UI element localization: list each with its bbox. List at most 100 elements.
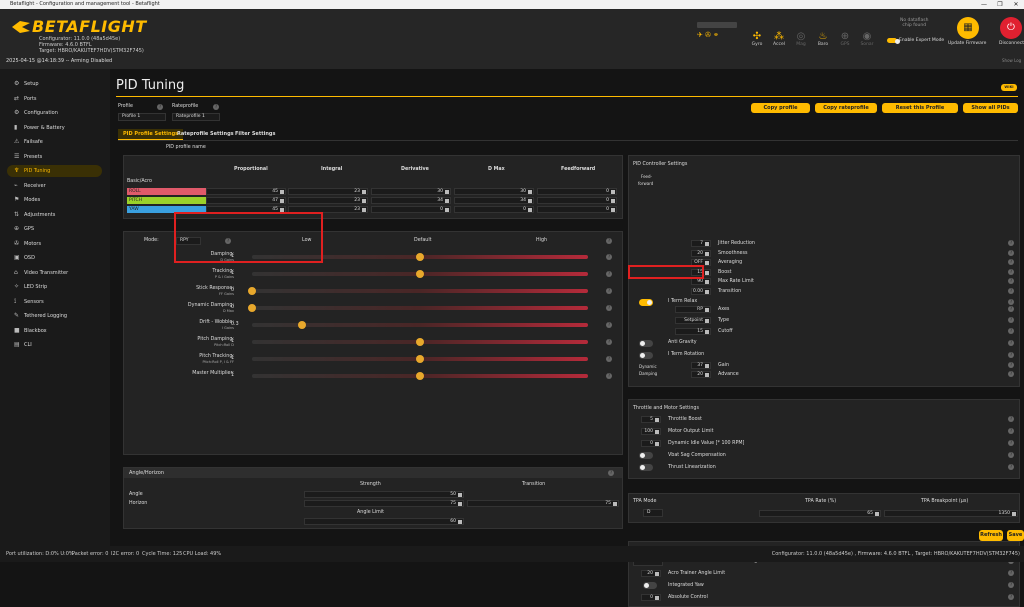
help-icon[interactable]: ? [1008, 299, 1014, 305]
sidebar-item-motors[interactable]: ✇ Motors [7, 238, 102, 250]
sidebar-item-adjustments[interactable]: ⇅ Adjustments [7, 209, 102, 221]
tpa-rate-input[interactable]: 65 [759, 510, 881, 517]
setting-input[interactable]: 0 [641, 440, 661, 447]
slider-track[interactable] [252, 323, 588, 327]
update-firmware-button[interactable]: ▦ [957, 17, 979, 39]
help-icon[interactable]: ? [1008, 306, 1014, 312]
slider-track[interactable] [252, 306, 588, 310]
help-icon[interactable]: ? [606, 271, 612, 277]
slider-knob[interactable] [416, 270, 424, 278]
help-icon[interactable]: ? [1008, 278, 1014, 284]
slider-knob[interactable] [298, 321, 307, 329]
show-all-pids-button[interactable]: Show all PIDs [963, 103, 1018, 113]
angle-limit-input[interactable]: 60 [304, 518, 464, 525]
slider-knob[interactable] [416, 338, 424, 346]
profile-select[interactable]: Profile 1 [118, 113, 166, 121]
pid-input-yaw-2[interactable]: 0 [371, 206, 451, 213]
sidebar-item-power-battery[interactable]: ▮ Power & Battery [7, 122, 102, 134]
help-icon[interactable]: ? [1008, 570, 1014, 576]
setting-input[interactable]: 5 [641, 416, 661, 423]
sidebar-item-sensors[interactable]: ⟟ Sensors [7, 296, 102, 308]
pid-input-pitch-1[interactable]: 23 [288, 197, 368, 204]
sidebar-item-gps[interactable]: ⊕ GPS [7, 223, 102, 235]
pid-input-yaw-1[interactable]: 23 [288, 206, 368, 213]
help-icon[interactable]: ? [1008, 249, 1014, 256]
sidebar-item-blackbox[interactable]: ■ Blackbox [7, 325, 102, 337]
sidebar-item-cli[interactable]: ▤ CLI [7, 339, 102, 351]
copy-rateprofile-button[interactable]: Copy rateprofile [815, 103, 877, 113]
help-icon[interactable]: ? [1008, 452, 1014, 458]
horizon-transition-input[interactable]: 75 [467, 500, 619, 507]
expert-mode-toggle[interactable] [887, 38, 900, 44]
save-button[interactable]: Save [1007, 530, 1024, 541]
pid-input-pitch-4[interactable]: 0 [537, 197, 617, 204]
setting-input[interactable]: 0 [641, 594, 661, 601]
pid-input-roll-0[interactable]: 45 [206, 188, 286, 195]
horizon-strength-input[interactable]: 75 [304, 500, 464, 507]
tab-rateprofile-settings[interactable]: Rateprofile Settings [177, 131, 234, 137]
help-icon[interactable]: ? [1008, 582, 1014, 588]
angle-strength-input[interactable]: 50 [304, 491, 464, 498]
slider-knob[interactable] [248, 304, 256, 312]
setting-input[interactable]: 90 [691, 278, 711, 285]
help-icon[interactable]: ? [1008, 440, 1014, 446]
anti-gravity-toggle[interactable] [639, 340, 653, 347]
iterm-relax-toggle[interactable] [639, 299, 653, 306]
help-icon[interactable]: ? [1008, 362, 1014, 368]
help-icon[interactable]: ? [157, 104, 163, 110]
slider-knob[interactable] [416, 253, 424, 261]
setting-input[interactable]: 37 [691, 362, 711, 369]
pid-input-yaw-3[interactable]: 0 [454, 206, 534, 213]
setting-input[interactable]: 0.00 [691, 287, 711, 295]
pid-input-pitch-3[interactable]: 34 [454, 197, 534, 204]
help-icon[interactable]: ? [608, 470, 614, 476]
setting-input[interactable]: 15 [675, 328, 711, 335]
show-log-link[interactable]: Show Log [1002, 58, 1022, 63]
copy-profile-button[interactable]: Copy profile [751, 103, 810, 113]
sidebar-item-configuration[interactable]: ⚙ Configuration [7, 107, 102, 119]
maximize-button[interactable]: ❐ [997, 1, 1003, 8]
pid-input-pitch-0[interactable]: 47 [206, 197, 286, 204]
pid-input-pitch-2[interactable]: 34 [371, 197, 451, 204]
setting-input[interactable]: 20 [691, 371, 711, 378]
help-icon[interactable]: ? [606, 339, 612, 345]
pid-input-roll-3[interactable]: 30 [454, 188, 534, 195]
mode-select[interactable]: RPY [176, 237, 201, 245]
sidebar-item-osd[interactable]: ▣ OSD [7, 252, 102, 264]
help-icon[interactable]: ? [1008, 594, 1014, 600]
minimize-button[interactable]: — [981, 1, 987, 8]
pid-input-roll-4[interactable]: 0 [537, 188, 617, 195]
help-icon[interactable]: ? [606, 373, 612, 379]
help-icon[interactable]: ? [1008, 352, 1014, 358]
iterm-rotation-toggle[interactable] [639, 352, 653, 359]
refresh-button[interactable]: Refresh [979, 530, 1003, 541]
help-icon[interactable]: ? [1008, 259, 1014, 265]
help-icon[interactable]: ? [606, 305, 612, 311]
disconnect-button[interactable]: ⏻ [1000, 17, 1022, 39]
help-icon[interactable]: ? [1008, 416, 1014, 422]
sidebar-item-setup[interactable]: ⚙ Setup [7, 78, 102, 90]
pid-input-roll-2[interactable]: 30 [371, 188, 451, 195]
sidebar-item-presets[interactable]: ☰ Presets [7, 151, 102, 163]
help-icon[interactable]: ? [1008, 240, 1014, 246]
slider-knob[interactable] [248, 287, 256, 295]
tab-filter-settings[interactable]: Filter Settings [235, 131, 276, 137]
help-icon[interactable]: ? [1008, 268, 1014, 275]
help-icon[interactable]: ? [1008, 428, 1014, 434]
setting-input[interactable]: 15 [691, 268, 711, 276]
slider-track[interactable] [252, 289, 588, 293]
help-icon[interactable]: ? [606, 254, 612, 260]
slider-knob[interactable] [416, 372, 424, 380]
help-icon[interactable]: ? [606, 238, 612, 244]
help-icon[interactable]: ? [1008, 371, 1014, 377]
setting-input[interactable]: 20 [641, 570, 661, 577]
slider-knob[interactable] [416, 355, 424, 363]
setting-input[interactable]: 20 [691, 249, 711, 257]
help-icon[interactable]: ? [606, 322, 612, 328]
close-window-button[interactable]: ✕ [1013, 1, 1019, 8]
help-icon[interactable]: ? [213, 104, 219, 110]
sidebar-item-led-strip[interactable]: ✧ LED Strip [7, 281, 102, 293]
setting-toggle[interactable] [639, 464, 653, 471]
pid-input-roll-1[interactable]: 23 [288, 188, 368, 195]
sidebar-item-tethered-logging[interactable]: ✎ Tethered Logging [7, 310, 102, 322]
